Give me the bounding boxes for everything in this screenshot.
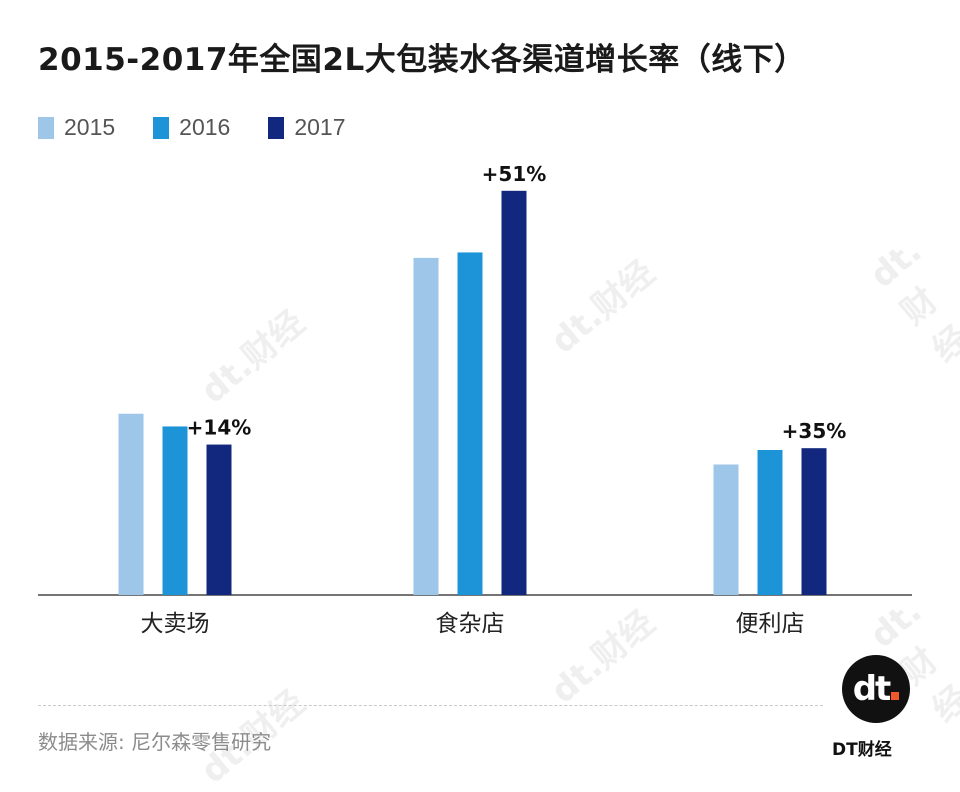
source-note: 数据来源: 尼尔森零售研究 [38, 730, 272, 754]
bar-2016-0 [162, 426, 188, 595]
bar-2016-2 [757, 450, 783, 595]
growth-annotation: +14% [187, 416, 252, 440]
growth-annotation: +35% [782, 419, 847, 443]
category-label: 大卖场 [141, 611, 210, 637]
bar-2015-1 [413, 257, 439, 595]
logo-text: DT财经 [832, 740, 892, 760]
chart-title: 2015-2017年全国2L大包装水各渠道增长率（线下） [38, 42, 806, 78]
bar-2015-0 [118, 413, 144, 595]
legend-item-2016: 2016 [153, 114, 230, 141]
legend-item-2017: 2017 [268, 114, 346, 141]
legend-swatch [38, 116, 54, 139]
bar-2017-1 [501, 190, 527, 595]
legend-swatch [268, 116, 285, 139]
legend-label: 2017 [294, 114, 346, 140]
bar-2016-1 [457, 252, 483, 595]
category-label: 便利店 [736, 611, 805, 637]
category-label: 食杂店 [436, 611, 505, 637]
legend-label: 2015 [64, 114, 116, 140]
bar-chart: 大卖场 +14% 食杂店 +51% 便利店 +35% [38, 162, 912, 637]
growth-annotation: +51% [482, 162, 547, 186]
legend: 2015 2016 2017 [38, 114, 384, 141]
logo-mark: dt [853, 669, 900, 709]
legend-label: 2016 [179, 114, 231, 140]
bar-2017-0 [206, 444, 232, 595]
bar-2015-2 [713, 464, 739, 595]
legend-item-2015: 2015 [38, 114, 115, 141]
divider [38, 705, 823, 706]
legend-swatch [153, 116, 170, 139]
bar-2017-2 [801, 448, 827, 595]
dt-logo-icon: dt [842, 655, 910, 723]
